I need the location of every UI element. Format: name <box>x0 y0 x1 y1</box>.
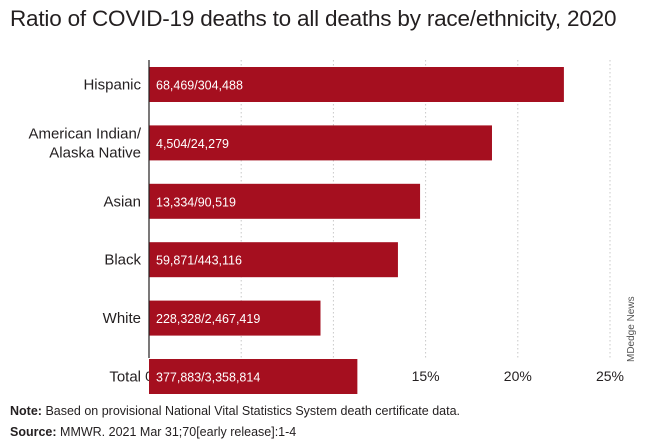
x-tick-label: 15% <box>412 368 440 384</box>
category-label: Total <box>109 369 141 386</box>
category-label: American Indian/ <box>28 125 141 142</box>
chart-source: Source: MMWR. 2021 Mar 31;70[early relea… <box>10 425 296 439</box>
credit-label: MDedge News <box>626 296 637 362</box>
bar-data-label: 13,334/90,519 <box>156 195 236 209</box>
chart-title: Ratio of COVID-19 deaths to all deaths b… <box>10 6 617 31</box>
bar-data-label: 4,504/24,279 <box>156 137 229 151</box>
bar-data-label: 377,883/3,358,814 <box>156 371 260 385</box>
source-text: MMWR. 2021 Mar 31;70[early release]:1-4 <box>60 425 297 439</box>
category-label: Alaska Native <box>49 144 141 161</box>
note-label: Note: <box>10 404 42 418</box>
bar <box>149 125 492 161</box>
bar <box>149 300 321 336</box>
source-label: Source: <box>10 425 57 439</box>
category-label: Hispanic <box>83 77 141 94</box>
bar-data-label: 59,871/443,116 <box>156 254 242 268</box>
bar <box>149 359 358 394</box>
category-label: Asian <box>103 193 141 210</box>
category-label: Black <box>104 252 141 269</box>
bar-data-label: 228,328/2,467,419 <box>156 312 260 326</box>
chart-note: Note: Based on provisional National Vita… <box>10 404 460 418</box>
bar <box>149 183 421 219</box>
category-label: White <box>103 310 141 327</box>
x-tick-label: 25% <box>596 368 624 384</box>
bar <box>149 242 398 278</box>
note-text: Based on provisional National Vital Stat… <box>45 404 461 418</box>
bar-data-label: 68,469/304,488 <box>156 79 243 93</box>
x-tick-label: 20% <box>504 368 532 384</box>
bar <box>149 67 564 102</box>
